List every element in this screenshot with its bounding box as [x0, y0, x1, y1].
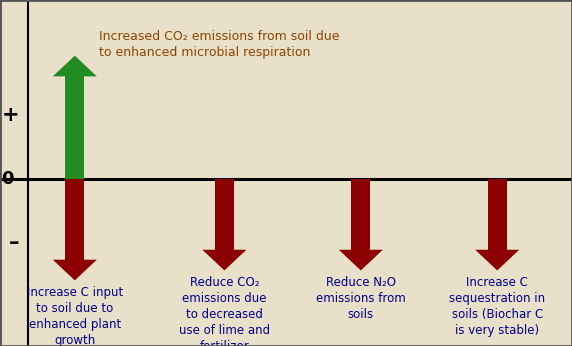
Polygon shape — [65, 76, 85, 179]
Text: +: + — [2, 105, 19, 125]
Polygon shape — [487, 179, 507, 250]
Polygon shape — [65, 179, 85, 260]
Text: Increase C
sequestration in
soils (Biochar C
is very stable): Increase C sequestration in soils (Bioch… — [449, 276, 545, 337]
Polygon shape — [475, 250, 519, 271]
Text: Increased CO₂ emissions from soil due
to enhanced microbial respiration: Increased CO₂ emissions from soil due to… — [98, 30, 339, 59]
Polygon shape — [214, 179, 234, 250]
Text: Increase C input
to soil due to
enhanced plant
growth: Increase C input to soil due to enhanced… — [27, 285, 123, 346]
Text: –: – — [9, 233, 19, 253]
Polygon shape — [339, 250, 383, 271]
Text: Reduce CO₂
emissions due
to decreased
use of lime and
fertilizer: Reduce CO₂ emissions due to decreased us… — [179, 276, 270, 346]
Polygon shape — [53, 260, 97, 280]
Text: Reduce N₂O
emissions from
soils: Reduce N₂O emissions from soils — [316, 276, 406, 321]
Polygon shape — [351, 179, 371, 250]
Polygon shape — [53, 56, 97, 76]
Text: 0: 0 — [2, 170, 14, 188]
Polygon shape — [202, 250, 247, 271]
